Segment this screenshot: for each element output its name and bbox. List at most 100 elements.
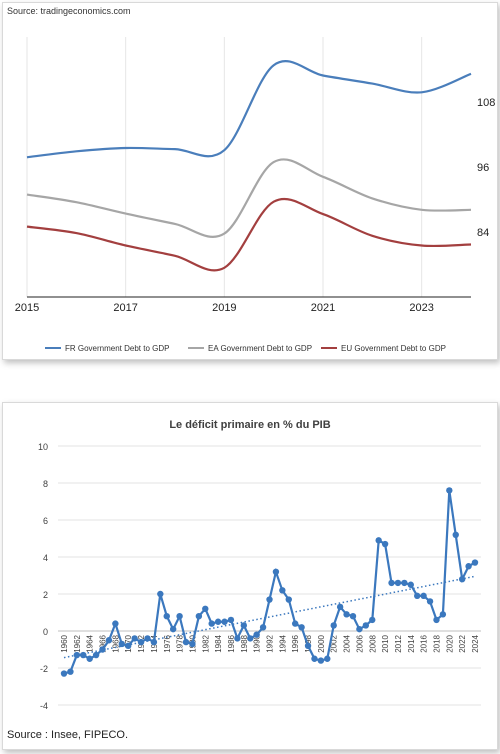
- data-point: [131, 635, 138, 642]
- y-tick-label: 10: [38, 442, 48, 452]
- x-tick-label: 2008: [368, 634, 377, 652]
- data-point: [324, 655, 331, 662]
- y-tick-label: 4: [43, 553, 48, 563]
- legend-entry: EA Government Debt to GDP: [208, 344, 312, 353]
- legend-entry: FR Government Debt to GDP: [65, 344, 169, 353]
- data-point: [330, 622, 337, 629]
- x-tick-label: 1968: [111, 634, 120, 652]
- data-point: [298, 624, 305, 631]
- data-point: [356, 625, 363, 633]
- data-point: [202, 605, 209, 612]
- x-tick-label: 2024: [471, 634, 480, 652]
- y-tick-label: -2: [40, 664, 48, 674]
- data-point: [381, 540, 389, 548]
- x-tick-label: 2002: [330, 634, 339, 652]
- data-point: [465, 563, 472, 570]
- x-tick-label: 1994: [278, 634, 287, 652]
- x-tick-label: 1996: [291, 634, 300, 652]
- x-tick-label: 2020: [445, 634, 454, 652]
- y-tick-label: 84: [477, 227, 489, 239]
- data-point: [125, 642, 132, 649]
- data-point: [426, 598, 434, 605]
- data-point: [471, 559, 479, 566]
- data-point: [169, 625, 177, 633]
- data-point: [182, 638, 190, 646]
- x-tick-label: 2019: [212, 302, 236, 314]
- data-point: [208, 620, 215, 627]
- data-point: [420, 592, 427, 600]
- x-tick-label: 2016: [420, 634, 429, 652]
- data-point: [375, 537, 382, 544]
- data-point: [414, 592, 421, 600]
- data-point: [105, 637, 113, 644]
- x-tick-label: 2022: [458, 634, 467, 652]
- data-point: [452, 531, 459, 538]
- x-tick-label: 1988: [240, 634, 249, 652]
- x-tick-label: 1976: [163, 634, 172, 652]
- x-tick-label: 1982: [201, 634, 210, 652]
- x-tick-label: 1964: [86, 634, 95, 652]
- x-tick-label: 2018: [432, 634, 441, 652]
- data-point: [253, 631, 260, 638]
- x-tick-label: 1966: [99, 634, 108, 652]
- x-tick-label: 2012: [394, 634, 403, 652]
- x-tick-label: 2004: [343, 634, 352, 652]
- data-point: [176, 613, 183, 620]
- x-tick-label: 2015: [15, 302, 39, 314]
- data-point: [73, 651, 81, 659]
- data-point: [446, 487, 453, 494]
- data-point: [80, 651, 87, 659]
- data-point: [458, 576, 466, 583]
- x-tick-label: 1992: [266, 634, 275, 652]
- data-point: [247, 635, 254, 642]
- data-point: [291, 620, 299, 627]
- x-tick-label: 2010: [381, 634, 390, 652]
- x-tick-label: 2006: [355, 634, 364, 652]
- y-tick-label: -4: [40, 701, 48, 711]
- y-tick-label: 0: [43, 627, 48, 637]
- y-tick-label: 8: [43, 479, 48, 489]
- data-point: [234, 635, 241, 642]
- data-point: [227, 616, 235, 624]
- source-label: Source : Insee, FIPECO.: [7, 729, 129, 741]
- x-tick-label: 2017: [113, 302, 137, 314]
- data-point: [394, 579, 402, 587]
- data-point: [221, 618, 228, 625]
- data-point: [311, 655, 318, 662]
- source-label: Source: tradingeconomics.com: [7, 6, 131, 16]
- x-tick-label: 1986: [227, 634, 236, 652]
- x-tick-label: 2021: [311, 302, 335, 314]
- data-point: [407, 581, 414, 588]
- debt-chart-panel: Source: tradingeconomics.com 2015 2017 201…: [2, 2, 498, 360]
- series-line: [26, 60, 472, 159]
- data-point: [272, 568, 280, 575]
- y-tick-label: 108: [477, 97, 495, 109]
- data-point: [60, 670, 68, 677]
- data-point: [150, 638, 158, 646]
- series-line: [26, 158, 472, 238]
- data-point: [195, 613, 203, 620]
- y-tick-label: 96: [477, 162, 489, 174]
- data-point: [118, 640, 125, 648]
- trendline: [63, 575, 476, 659]
- x-tick-label: 2023: [409, 302, 433, 314]
- legend-entry: EU Government Debt to GDP: [341, 344, 446, 353]
- data-point: [92, 651, 100, 659]
- data-point: [317, 657, 325, 664]
- data-point: [362, 622, 370, 629]
- data-point: [67, 668, 74, 675]
- series-line: [26, 197, 472, 272]
- data-point: [189, 640, 196, 648]
- data-point: [433, 616, 440, 624]
- x-tick-label: 1984: [214, 634, 223, 652]
- data-point: [99, 646, 106, 653]
- chart-title: Le déficit primaire en % du PIB: [169, 419, 330, 431]
- data-point: [112, 620, 119, 627]
- x-tick-label: 1978: [176, 634, 185, 652]
- data-point: [369, 616, 376, 624]
- y-tick-label: 6: [43, 516, 48, 526]
- data-point: [266, 596, 273, 603]
- x-tick-label: 1962: [73, 634, 82, 652]
- y-tick-label: 2: [43, 590, 48, 600]
- data-point: [163, 613, 170, 620]
